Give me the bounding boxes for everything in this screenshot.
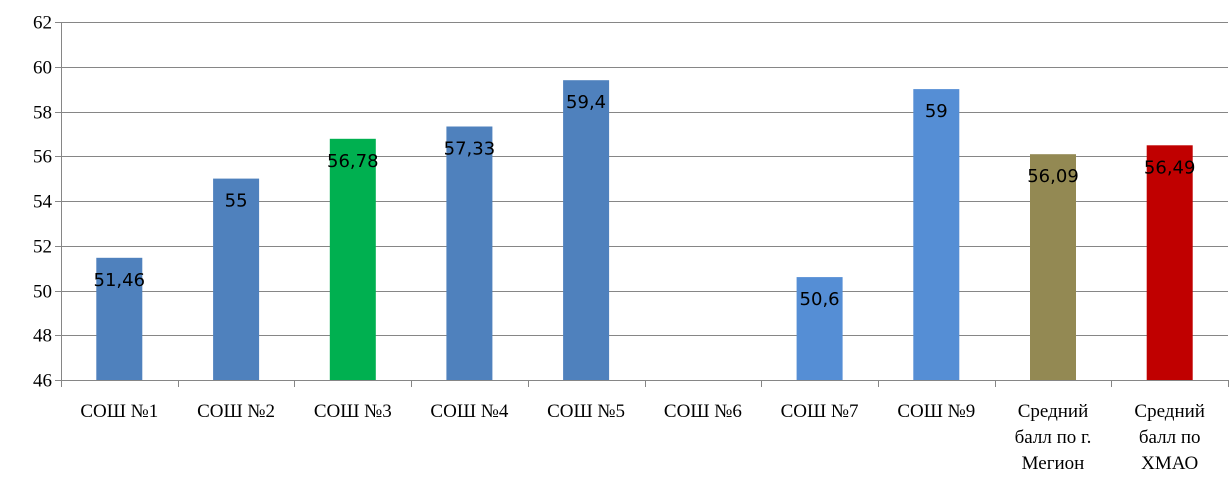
data-label: 55 [225, 191, 248, 212]
x-tick-label-line: балл по [1139, 427, 1201, 448]
x-tick-label: Средний балл по г. Мегион [1015, 401, 1092, 474]
data-label: 56,49 [1144, 157, 1196, 178]
x-tick-label: СОШ №5 [547, 401, 625, 422]
x-tick-label-line: Средний [1018, 401, 1089, 422]
x-tick-label-line: Средний [1134, 401, 1205, 422]
y-axis: 46 48 50 52 54 56 58 60 62 [33, 13, 62, 392]
data-labels: 51,46 55 56,78 57,33 59,4 50,6 59 56,09 56,49 [94, 92, 1196, 310]
data-label: 56,78 [327, 151, 379, 172]
x-tick-label-line: ХМАО [1141, 453, 1198, 474]
x-tick-label-line: СОШ №3 [314, 401, 392, 422]
data-label: 50,6 [800, 289, 840, 310]
x-tick-label-line: СОШ №6 [664, 401, 742, 422]
data-label: 59,4 [566, 92, 606, 113]
bar [329, 138, 376, 380]
bar [563, 80, 610, 380]
x-tick-label: СОШ №4 [430, 401, 508, 422]
x-tick-label: Средний балл по ХМАО [1134, 401, 1205, 474]
bar [1146, 145, 1193, 380]
y-tick-label: 52 [33, 237, 52, 258]
y-tick-label: 56 [33, 147, 52, 168]
data-label: 56,09 [1027, 166, 1079, 187]
x-tick-label-line: СОШ №4 [430, 401, 508, 422]
x-tick-label: СОШ №2 [197, 401, 275, 422]
x-tick-label-line: СОШ №9 [897, 401, 975, 422]
x-tick-label: СОШ №9 [897, 401, 975, 422]
bar [1030, 154, 1076, 380]
bars [96, 80, 1193, 380]
y-tick-label: 58 [33, 103, 52, 124]
data-label: 57,33 [444, 139, 496, 160]
bar [796, 277, 843, 380]
data-label: 51,46 [94, 270, 146, 291]
bar [213, 178, 260, 380]
data-label: 59 [925, 101, 948, 122]
y-tick-label: 50 [33, 282, 52, 303]
y-tick-label: 54 [33, 192, 53, 213]
x-tick-label-line: СОШ №1 [80, 401, 158, 422]
x-tick-label: СОШ №6 [664, 401, 742, 422]
x-tick-label-line: СОШ №5 [547, 401, 625, 422]
bar [96, 257, 143, 380]
y-tick-label: 60 [33, 58, 52, 79]
bar [913, 89, 960, 380]
y-tick-label: 48 [33, 326, 52, 347]
x-axis: СОШ №1 СОШ №2 СОШ №3 СОШ №4 СОШ №5 СОШ №6 СОШ … [61, 380, 1229, 474]
y-tick-label: 46 [33, 371, 52, 392]
x-tick-label-line: СОШ №2 [197, 401, 275, 422]
x-tick-label-line: Мегион [1022, 453, 1085, 474]
y-tick-label: 62 [33, 13, 52, 34]
x-tick-label-line: балл по г. [1015, 427, 1092, 448]
x-tick-label: СОШ №7 [781, 401, 859, 422]
x-tick-label: СОШ №1 [80, 401, 158, 422]
x-tick-label: СОШ №3 [314, 401, 392, 422]
bar [446, 126, 493, 380]
x-tick-label-line: СОШ №7 [781, 401, 859, 422]
